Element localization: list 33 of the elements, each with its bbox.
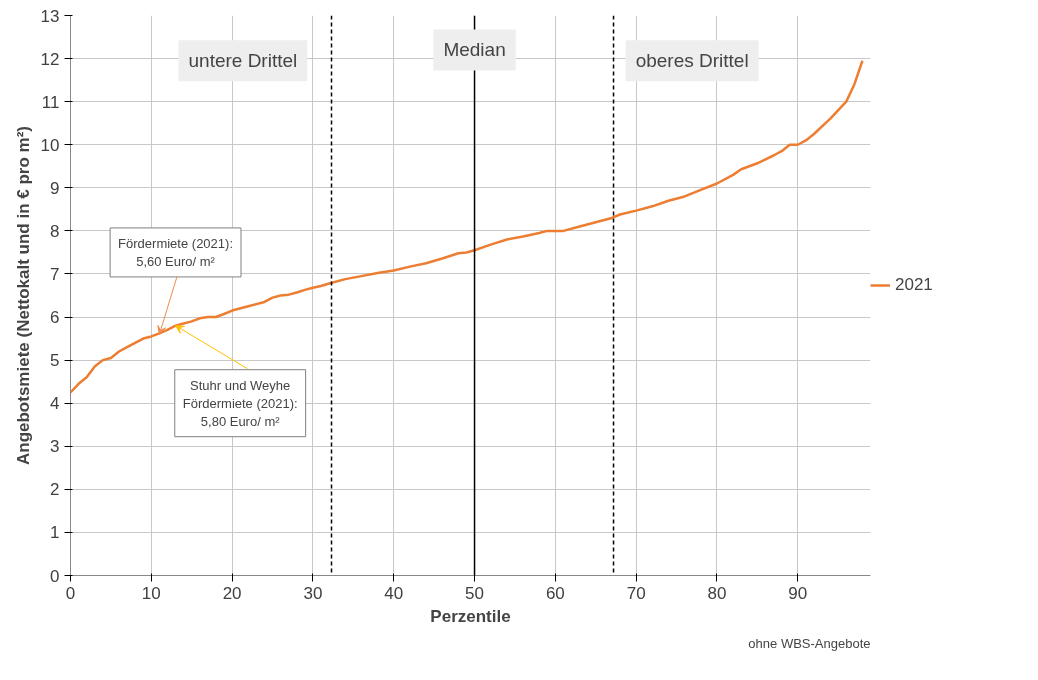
y-tick-label: 11: [41, 92, 60, 112]
y-tick-label: 3: [50, 437, 60, 457]
legend-label: 2021: [895, 275, 933, 295]
y-tick-label: 5: [50, 351, 60, 371]
x-tick-label: 0: [65, 583, 76, 603]
x-tick-label: 60: [545, 583, 565, 603]
y-tick-label: 2: [50, 480, 60, 500]
x-tick-label: 10: [141, 583, 161, 603]
y-tick-label: 10: [40, 135, 60, 155]
y-tick-label: 9: [50, 178, 60, 198]
ref-line-label: oberes Drittel: [635, 50, 749, 72]
y-tick-label: 6: [50, 308, 60, 328]
y-tick-label: 8: [50, 221, 60, 241]
x-tick-label: 50: [465, 583, 485, 603]
x-tick-label: 90: [788, 583, 808, 603]
y-tick-label: 1: [50, 523, 60, 543]
x-tick-label: 80: [707, 583, 727, 603]
y-axis-title: Angebotsmiete (Nettokalt und in € pro m²): [13, 125, 33, 466]
text: ohne WBS-Angebote: [748, 635, 871, 651]
annotation: Fördermiete (2021): 5,60 Euro/ m²: [118, 235, 233, 269]
y-tick-label: 4: [50, 394, 60, 414]
x-tick-label: 70: [626, 583, 646, 603]
ref-line-label: Median: [443, 39, 506, 61]
ref-line-label: untere Drittel: [188, 50, 298, 72]
annotation: Stuhr und Weyhe Fördermiete (2021): 5,80 Euro/ m²: [182, 377, 298, 429]
x-tick-label: 40: [384, 583, 404, 603]
y-tick-label: 13: [40, 6, 60, 26]
y-tick-label: 7: [50, 264, 60, 284]
x-tick-label: 20: [222, 583, 242, 603]
y-tick-label: 0: [50, 566, 60, 586]
x-tick-label: 30: [303, 583, 323, 603]
y-tick-label: 12: [40, 49, 60, 69]
x-axis-title: Perzentile: [430, 606, 511, 626]
